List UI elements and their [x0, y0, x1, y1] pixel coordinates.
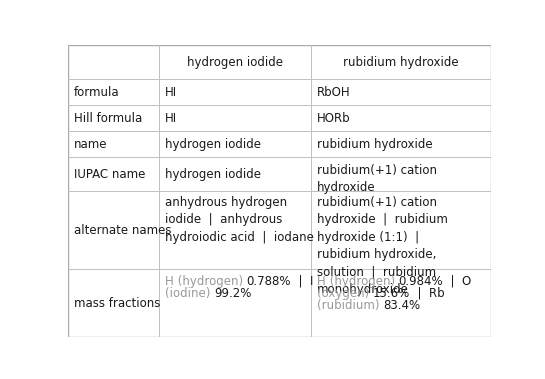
Text: formula: formula	[74, 86, 120, 99]
Text: hydrogen iodide: hydrogen iodide	[165, 168, 261, 181]
Text: |  Rb: | Rb	[410, 287, 445, 300]
Text: 99.2%: 99.2%	[214, 287, 251, 300]
Text: rubidium hydroxide: rubidium hydroxide	[317, 138, 433, 151]
Text: 83.4%: 83.4%	[383, 299, 420, 312]
Text: (hydrogen): (hydrogen)	[174, 275, 246, 288]
Text: (oxygen): (oxygen)	[317, 287, 373, 300]
Text: 0.984%: 0.984%	[398, 275, 443, 288]
Text: (iodine): (iodine)	[165, 287, 214, 300]
Text: 15.6%: 15.6%	[373, 287, 410, 300]
Text: H: H	[165, 275, 174, 288]
Text: hydrogen iodide: hydrogen iodide	[187, 56, 283, 69]
Text: |  I: | I	[291, 275, 313, 288]
Text: H: H	[317, 275, 326, 288]
Text: (hydrogen): (hydrogen)	[326, 275, 398, 288]
Text: HI: HI	[165, 112, 177, 125]
Text: rubidium(+1) cation
hydroxide  |  rubidium
hydroxide (1:1)  |
rubidium hydroxide: rubidium(+1) cation hydroxide | rubidium…	[317, 196, 448, 296]
Text: rubidium(+1) cation
hydroxide: rubidium(+1) cation hydroxide	[317, 164, 437, 194]
Text: hydrogen iodide: hydrogen iodide	[165, 138, 261, 151]
Text: alternate names: alternate names	[74, 224, 172, 237]
Text: HI: HI	[165, 86, 177, 99]
Text: |  O: | O	[443, 275, 471, 288]
Text: anhydrous hydrogen
iodide  |  anhydrous
hydroiodic acid  |  iodane: anhydrous hydrogen iodide | anhydrous hy…	[165, 196, 314, 244]
Text: RbOH: RbOH	[317, 86, 350, 99]
Text: (rubidium): (rubidium)	[317, 299, 383, 312]
Text: mass fractions: mass fractions	[74, 297, 160, 310]
Text: rubidium hydroxide: rubidium hydroxide	[343, 56, 458, 69]
Text: 0.788%: 0.788%	[246, 275, 291, 288]
Text: HORb: HORb	[317, 112, 350, 125]
Text: IUPAC name: IUPAC name	[74, 168, 146, 181]
Text: Hill formula: Hill formula	[74, 112, 142, 125]
Text: name: name	[74, 138, 107, 151]
